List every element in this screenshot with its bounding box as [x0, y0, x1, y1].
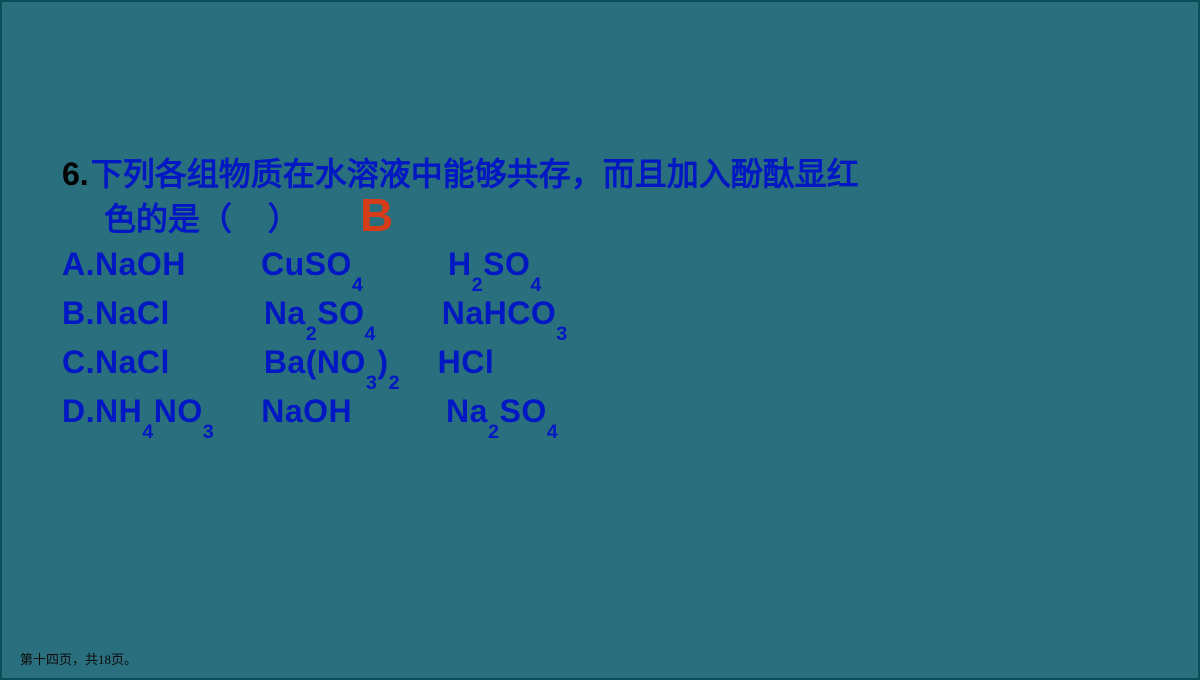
option-d: D.NH4NO3 NaOH Na2SO4 — [62, 389, 1162, 438]
slide: 6. 下列各组物质在水溶液中能够共存，而且加入酚酞显红 色的是（ ） A.NaO… — [0, 0, 1200, 680]
option-c: C.NaCl Ba(NO3)2 HCl — [62, 340, 1162, 389]
option-a: A.NaOH CuSO4 H2SO4 — [62, 242, 1162, 291]
question-line-1: 6. 下列各组物质在水溶液中能够共存，而且加入酚酞显红 — [62, 152, 1162, 197]
question-number: 6. — [62, 152, 89, 197]
content-block: 6. 下列各组物质在水溶液中能够共存，而且加入酚酞显红 色的是（ ） A.NaO… — [62, 152, 1162, 438]
question-text-1: 下列各组物质在水溶液中能够共存，而且加入酚酞显红 — [91, 152, 859, 197]
question-text-2: 色的是（ ） — [104, 197, 1162, 242]
page-footer: 第十四页，共18页。 — [20, 649, 137, 668]
option-b: B.NaCl Na2SO4 NaHCO3 — [62, 291, 1162, 340]
answer-letter: B — [360, 188, 393, 242]
